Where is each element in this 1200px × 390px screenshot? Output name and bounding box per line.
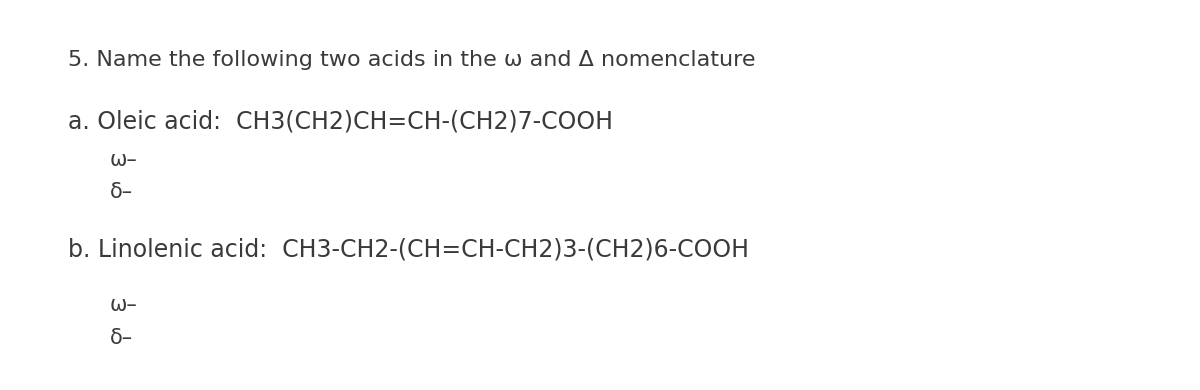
Text: 5. Name the following two acids in the ω and Δ nomenclature: 5. Name the following two acids in the ω…: [68, 50, 756, 70]
Text: b. Linolenic acid:  CH3-CH2-(CH=CH-CH2)3-(CH2)6-COOH: b. Linolenic acid: CH3-CH2-(CH=CH-CH2)3-…: [68, 238, 749, 262]
Text: ω–: ω–: [110, 295, 138, 315]
Text: ω–: ω–: [110, 150, 138, 170]
Text: δ–: δ–: [110, 328, 133, 348]
Text: a. Oleic acid:  CH3(CH2)CH=CH-(CH2)7-COOH: a. Oleic acid: CH3(CH2)CH=CH-(CH2)7-COOH: [68, 110, 613, 134]
Text: δ–: δ–: [110, 182, 133, 202]
